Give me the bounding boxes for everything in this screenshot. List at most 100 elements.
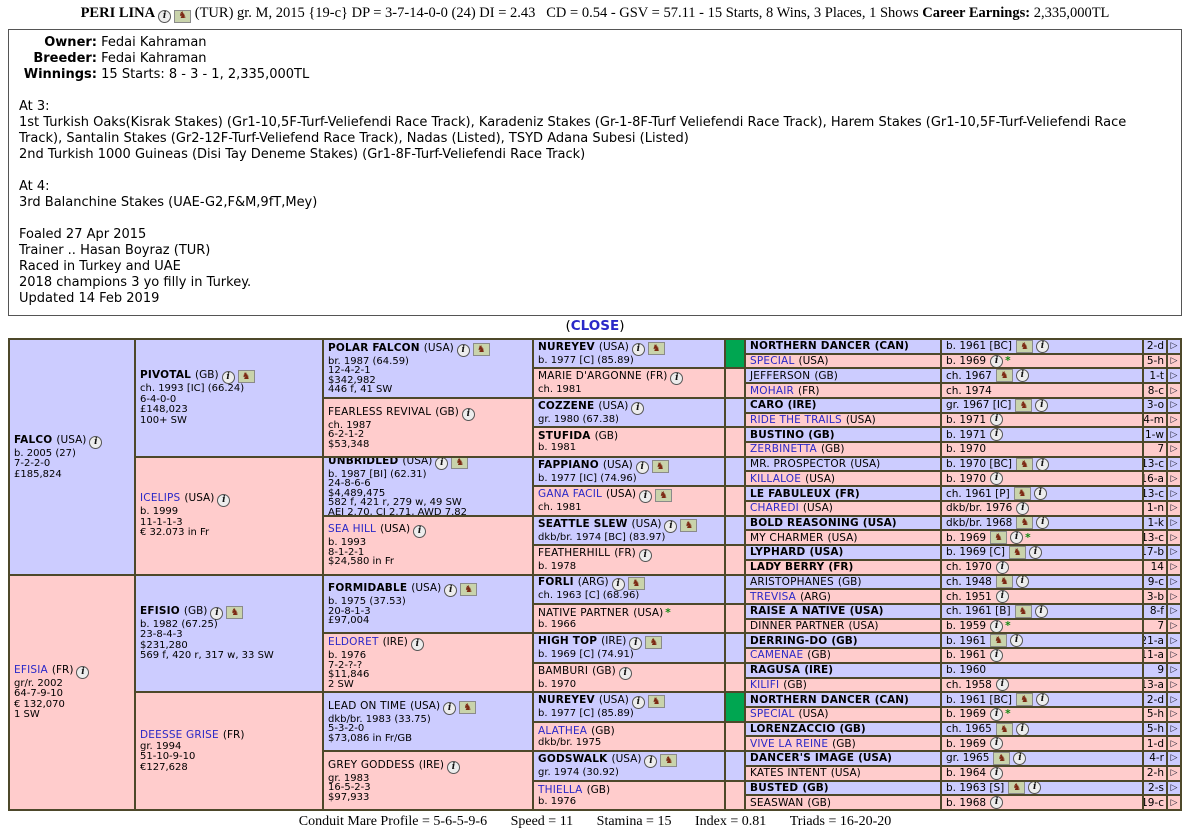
horse-name-link[interactable]: DANCER'S IMAGE (USA)	[750, 752, 892, 765]
horse-report-icon[interactable]: ♞	[1016, 516, 1034, 530]
info-icon[interactable]: i	[1028, 781, 1042, 795]
horse-name-link[interactable]: TREVISA (ARG)	[750, 590, 831, 603]
horse-name-link[interactable]: SEATTLE SLEW (USA)	[538, 517, 662, 530]
horse-report-icon[interactable]: ♞	[1015, 398, 1033, 412]
info-icon[interactable]: i	[443, 701, 457, 715]
horse-name-link[interactable]: LEAD ON TIME (USA)	[328, 699, 441, 712]
info-icon[interactable]: i	[995, 590, 1009, 603]
horse-report-icon[interactable]: ♞	[647, 341, 665, 355]
info-icon[interactable]: i	[990, 766, 1004, 780]
horse-name-link[interactable]: KILIFI (GB)	[750, 678, 807, 691]
info-icon[interactable]: i	[631, 342, 645, 356]
horse-report-icon[interactable]: ♞	[1008, 781, 1026, 795]
info-icon[interactable]: i	[435, 457, 449, 470]
info-icon[interactable]: i	[410, 638, 424, 652]
info-icon[interactable]: i	[1035, 457, 1049, 471]
info-icon[interactable]: i	[210, 606, 224, 620]
expand-pedigree-arrow[interactable]: ▷	[1168, 752, 1180, 765]
horse-report-icon[interactable]: ♞	[1014, 604, 1032, 618]
info-icon[interactable]: i	[221, 371, 235, 385]
expand-pedigree-arrow[interactable]: ▷	[1168, 604, 1180, 618]
expand-pedigree-arrow[interactable]: ▷	[1168, 722, 1180, 736]
expand-pedigree-arrow[interactable]: ▷	[1168, 413, 1180, 427]
expand-pedigree-arrow[interactable]: ▷	[1168, 663, 1180, 677]
horse-report-icon[interactable]: ♞	[680, 518, 698, 532]
info-icon[interactable]: i	[664, 519, 678, 533]
info-icon[interactable]: i	[995, 678, 1009, 692]
horse-report-icon[interactable]: ♞	[995, 575, 1013, 589]
horse-name-link[interactable]: FORLI (ARG)	[538, 576, 609, 589]
horse-report-icon[interactable]: ♞	[1008, 546, 1026, 559]
horse-report-icon[interactable]: ♞	[237, 370, 255, 384]
expand-pedigree-arrow[interactable]: ▷	[1168, 796, 1180, 809]
horse-name-link[interactable]: LYPHARD (USA)	[750, 546, 844, 559]
horse-name-link[interactable]: PIVOTAL (GB)	[140, 369, 219, 382]
horse-report-icon[interactable]: ♞	[1015, 457, 1033, 471]
horse-report-icon[interactable]: ♞	[226, 605, 244, 619]
horse-name-link[interactable]: NUREYEV (USA)	[538, 340, 629, 353]
info-icon[interactable]: i	[990, 428, 1004, 442]
horse-name-link[interactable]: COZZENE (USA)	[538, 399, 629, 412]
info-icon[interactable]: i	[1036, 516, 1050, 530]
info-icon[interactable]: i	[990, 354, 1004, 368]
horse-name-link[interactable]: DINNER PARTNER (USA)	[750, 620, 879, 633]
expand-pedigree-arrow[interactable]: ▷	[1168, 501, 1180, 515]
info-icon[interactable]: i	[1015, 722, 1029, 736]
horse-name-link[interactable]: SEASWAN (GB)	[750, 796, 831, 809]
info-icon[interactable]: i	[1034, 604, 1048, 618]
horse-report-icon[interactable]: ♞	[174, 10, 192, 23]
horse-name-link[interactable]: BOLD REASONING (USA)	[750, 516, 897, 529]
horse-name-link[interactable]: BUSTINO (GB)	[750, 428, 835, 441]
info-icon[interactable]: i	[631, 401, 645, 415]
horse-report-icon[interactable]: ♞	[472, 342, 490, 356]
horse-name-link[interactable]: ALATHEA (GB)	[538, 724, 615, 737]
horse-report-icon[interactable]: ♞	[660, 754, 678, 768]
expand-pedigree-arrow[interactable]: ▷	[1168, 531, 1180, 545]
info-icon[interactable]: i	[1013, 752, 1027, 765]
expand-pedigree-arrow[interactable]: ▷	[1168, 443, 1180, 456]
horse-report-icon[interactable]: ♞	[995, 722, 1013, 736]
horse-name-link[interactable]: THIELLA (GB)	[538, 783, 611, 796]
info-icon[interactable]: i	[217, 494, 231, 508]
expand-pedigree-arrow[interactable]: ▷	[1168, 737, 1180, 751]
horse-name-link[interactable]: MOHAIR (FR)	[750, 384, 820, 397]
horse-report-icon[interactable]: ♞	[1013, 487, 1031, 500]
info-icon[interactable]: i	[638, 549, 652, 563]
horse-name-link[interactable]: HIGH TOP (IRE)	[538, 635, 627, 648]
info-icon[interactable]: i	[1028, 546, 1042, 559]
horse-report-icon[interactable]: ♞	[1015, 340, 1033, 353]
info-icon[interactable]: i	[990, 649, 1004, 662]
expand-pedigree-arrow[interactable]: ▷	[1168, 634, 1180, 648]
horse-name-link[interactable]: SPECIAL (USA)	[750, 708, 829, 721]
horse-report-icon[interactable]: ♞	[647, 695, 665, 709]
info-icon[interactable]: i	[611, 578, 625, 592]
horse-name-link[interactable]: KILLALOE (USA)	[750, 472, 836, 485]
horse-name-link[interactable]: BAMBURI (GB)	[538, 664, 616, 677]
expand-pedigree-arrow[interactable]: ▷	[1168, 516, 1180, 530]
info-icon[interactable]: i	[444, 584, 458, 598]
horse-name-link[interactable]: CARO (IRE)	[750, 399, 817, 412]
horse-report-icon[interactable]: ♞	[627, 577, 645, 591]
horse-name-link[interactable]: GANA FACIL (USA)	[538, 488, 636, 501]
horse-name-link[interactable]: LORENZACCIO (GB)	[750, 723, 866, 736]
horse-name-link[interactable]: GREY GODDESS (IRE)	[328, 758, 444, 771]
info-icon[interactable]: i	[413, 525, 427, 539]
horse-report-icon[interactable]: ♞	[460, 583, 478, 597]
expand-pedigree-arrow[interactable]: ▷	[1168, 766, 1180, 780]
horse-name-link[interactable]: DEESSE GRISE (FR)	[140, 728, 245, 741]
horse-name-link[interactable]: DERRING-DO (GB)	[750, 634, 858, 647]
info-icon[interactable]: i	[89, 435, 103, 449]
horse-report-icon[interactable]: ♞	[654, 489, 672, 503]
info-icon[interactable]: i	[1010, 531, 1024, 545]
horse-name-link[interactable]: POLAR FALCON (USA)	[328, 341, 454, 354]
info-icon[interactable]: i	[1016, 501, 1030, 515]
expand-pedigree-arrow[interactable]: ▷	[1168, 619, 1180, 633]
horse-name-link[interactable]: FAPPIANO (USA)	[538, 458, 633, 471]
horse-name-link[interactable]: ICELIPS (USA)	[140, 492, 215, 505]
horse-report-icon[interactable]: ♞	[995, 369, 1013, 383]
expand-pedigree-arrow[interactable]: ▷	[1168, 384, 1180, 397]
expand-pedigree-arrow[interactable]: ▷	[1168, 678, 1180, 692]
info-icon[interactable]: i	[618, 666, 632, 680]
horse-name-link[interactable]: ZERBINETTA (GB)	[750, 443, 845, 456]
horse-name-link[interactable]: MY CHARMER (USA)	[750, 531, 858, 544]
